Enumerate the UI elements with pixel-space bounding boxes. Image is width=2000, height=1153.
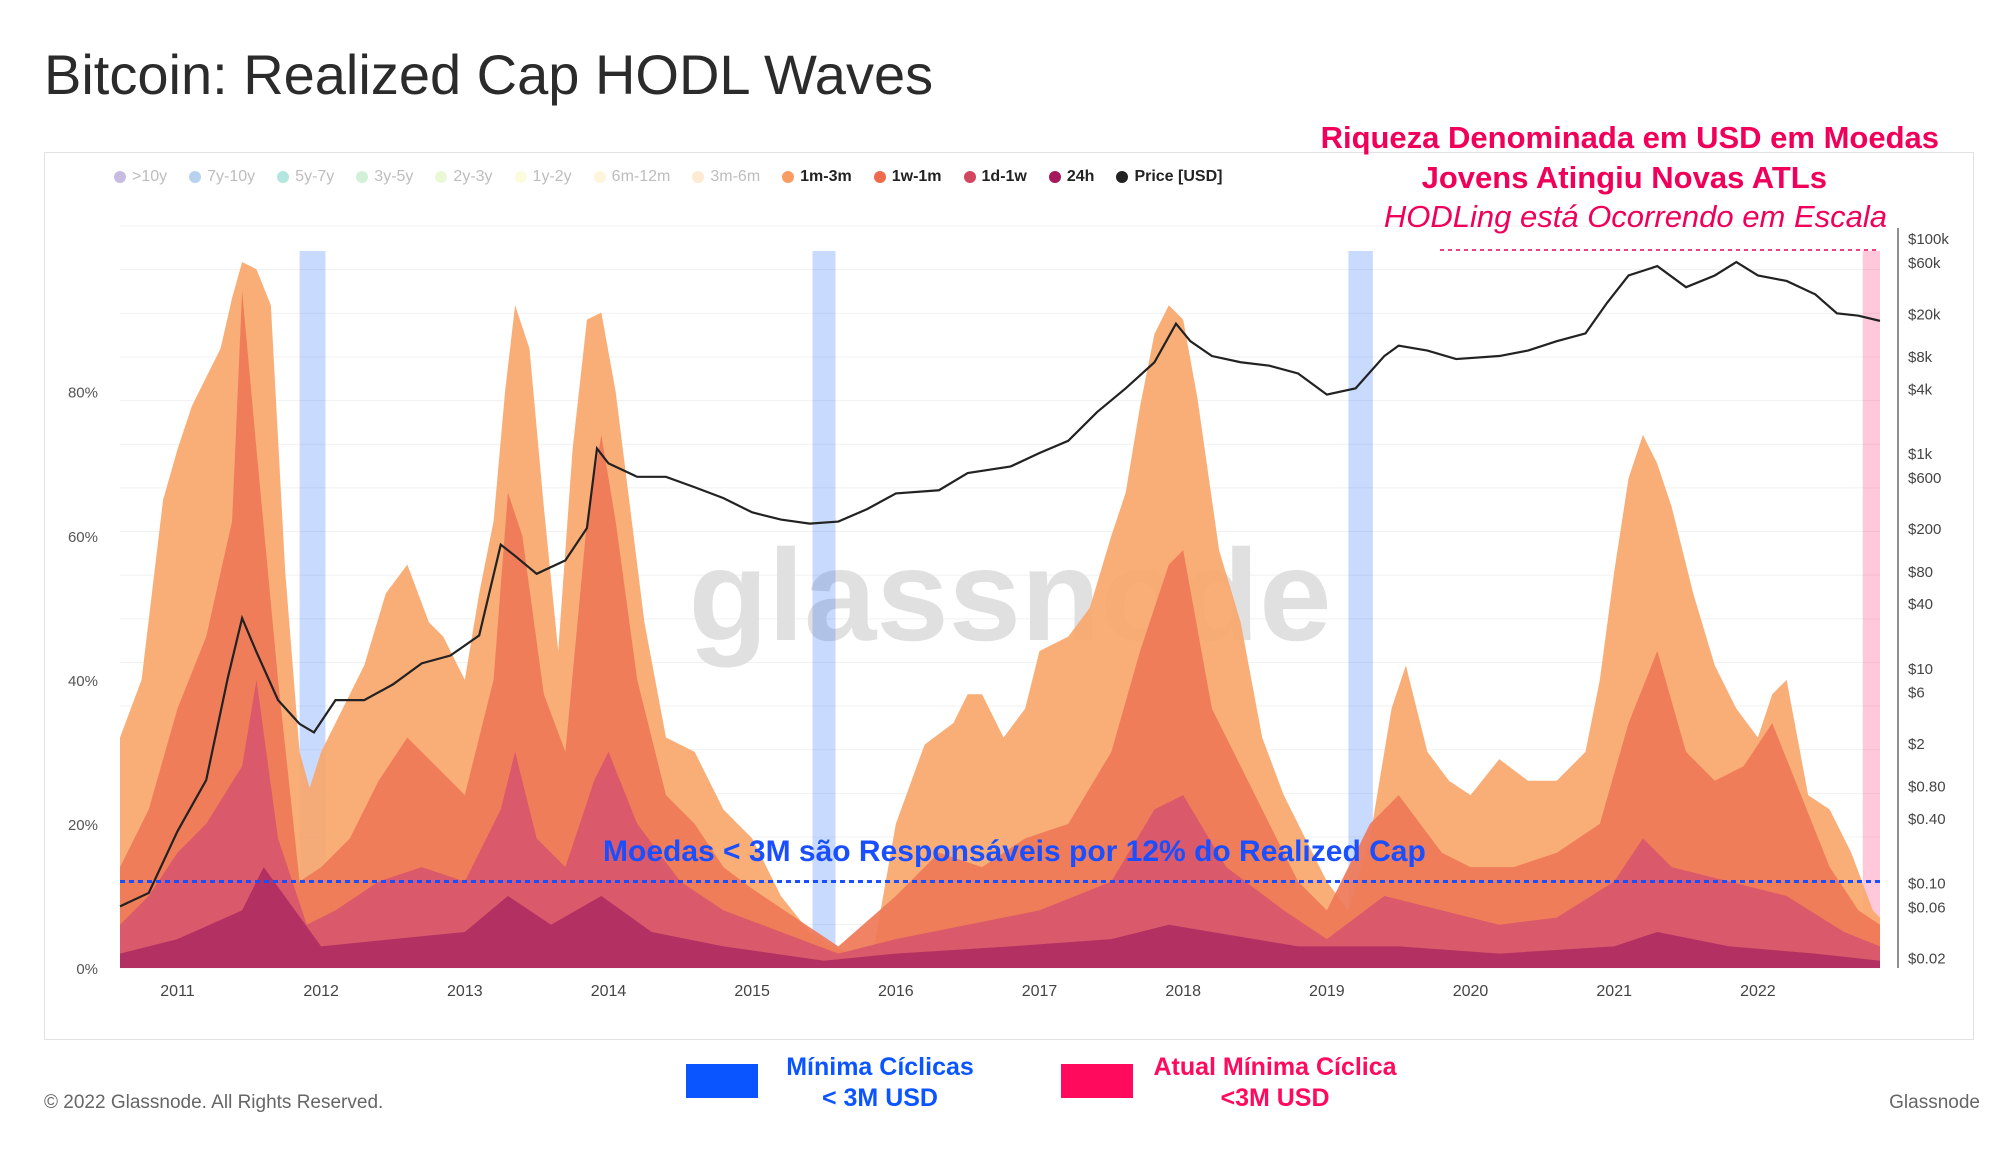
legend-label: 1d-1w <box>981 168 1027 185</box>
x-tick-label: 2013 <box>447 983 483 1000</box>
legend-dot-icon <box>782 171 795 183</box>
legend-item[interactable]: 7y-10y <box>189 168 255 186</box>
legend-item[interactable]: 3m-6m <box>692 168 760 186</box>
legend-dot-icon <box>963 171 976 183</box>
y-right-tick-label: $0.06 <box>1908 899 1946 916</box>
legend-item[interactable]: 2y-3y <box>435 168 493 186</box>
legend-label: Price [USD] <box>1134 168 1223 185</box>
current-minimum-label-line2: <3M USD <box>1220 1084 1330 1112</box>
legend-label: 5y-7y <box>295 168 335 185</box>
cyclic-minimum-swatch <box>686 1064 758 1098</box>
legend-dot-icon <box>277 171 290 183</box>
y-right-tick-label: $20k <box>1908 306 1941 323</box>
x-tick-label: 2014 <box>591 983 627 1000</box>
annotation-top-line3: HODLing está Ocorrendo em Escala <box>1383 199 1887 234</box>
cyclic-minimum-label-line2: < 3M USD <box>821 1084 938 1112</box>
area-24h <box>120 867 1880 968</box>
annotation-top-line1: Riqueza Denominada em USD em Moedas <box>1320 120 1939 155</box>
legend-dot-icon <box>356 171 369 183</box>
y-right-tick-label: $200 <box>1908 521 1941 538</box>
y-right-tick-label: $0.80 <box>1908 779 1946 796</box>
legend-label: 2y-3y <box>453 168 493 185</box>
y-right-tick-label: $1k <box>1908 446 1933 463</box>
legend-label: 1w-1m <box>891 168 942 185</box>
legend-label: 7y-10y <box>207 168 256 185</box>
price-line <box>119 260 1881 908</box>
y-right-tick-label: $4k <box>1908 381 1933 398</box>
x-tick-label: 2019 <box>1309 983 1345 1000</box>
legend-item[interactable]: 24h <box>1048 168 1095 186</box>
x-tick-label: 2012 <box>303 983 339 1000</box>
copyright-text: © 2022 Glassnode. All Rights Reserved. <box>44 1092 384 1113</box>
y-right-tick-label: $600 <box>1908 470 1941 487</box>
x-tick-label: 2022 <box>1740 983 1776 1000</box>
legend-item[interactable]: 1m-3m <box>782 168 852 186</box>
legend-dot-icon <box>1048 171 1061 183</box>
x-tick-label: 2016 <box>878 983 914 1000</box>
cyclic-minimum-label: Mínima Cíclicas < 3M USD <box>770 1052 990 1114</box>
legend-label: 24h <box>1066 168 1095 185</box>
y-right-tick-label: $0.02 <box>1908 951 1946 968</box>
x-tick-label: 2021 <box>1596 983 1632 1000</box>
x-tick-label: 2017 <box>1022 983 1058 1000</box>
legend-dot-icon <box>873 171 886 183</box>
current-minimum-label: Atual Mínima Cíclica <3M USD <box>1140 1052 1410 1114</box>
legend-item[interactable]: 5y-7y <box>277 168 334 186</box>
y-right-tick-label: $60k <box>1908 255 1941 272</box>
legend-label: >10y <box>132 168 168 185</box>
legend-dot-icon <box>114 171 126 183</box>
legend-dot-icon <box>1116 171 1129 183</box>
brand-text: Glassnode <box>1889 1092 1980 1113</box>
legend-item[interactable]: Price [USD] <box>1116 168 1222 186</box>
current-minimum-band <box>1862 251 1880 968</box>
legend-label: 3y-5y <box>374 168 414 185</box>
legend-item[interactable]: 1y-2y <box>514 168 572 186</box>
x-tick-label: 2018 <box>1165 983 1201 1000</box>
chart-panel <box>44 152 1974 1040</box>
chart-title: Bitcoin: Realized Cap HODL Waves <box>44 43 934 106</box>
annotation-realized-cap: Moedas < 3M são Responsáveis por 12% do … <box>603 835 1426 868</box>
legend-label: 3m-6m <box>710 168 761 185</box>
x-tick-label: 2015 <box>734 983 770 1000</box>
y-left-tick-label: 40% <box>68 673 98 690</box>
cyclic-minimum-band <box>812 251 836 968</box>
x-tick-label: 2011 <box>160 983 195 1000</box>
legend-item[interactable]: 1w-1m <box>873 168 942 186</box>
y-left-tick-label: 80% <box>68 385 98 402</box>
area-1d1w <box>120 679 1880 968</box>
cyclic-minimum-label-line1: Mínima Cíclicas <box>786 1053 974 1081</box>
y-left-tick-label: 20% <box>68 817 98 834</box>
legend-item[interactable]: 3y-5y <box>356 168 413 186</box>
annotation-top-line2: Jovens Atingiu Novas ATLs <box>1421 160 1827 195</box>
x-tick-label: 2020 <box>1453 983 1489 1000</box>
chart-legend[interactable]: >10y 7y-10y 5y-7y 3y-5y 2y-3y 1y-2y 6m-12m 3m-6… <box>114 168 1244 186</box>
legend-dot-icon <box>189 171 202 183</box>
y-right-tick-label: $10 <box>1908 661 1933 678</box>
y-right-tick-label: $2 <box>1908 736 1925 753</box>
y-right-tick-label: $6 <box>1908 685 1925 702</box>
current-minimum-swatch <box>1061 1064 1133 1098</box>
legend-label: 1m-3m <box>800 168 852 185</box>
y-right-tick-label: $80 <box>1908 564 1933 581</box>
y-left-tick-label: 0% <box>76 961 98 978</box>
legend-dot-icon <box>593 171 606 183</box>
area-1w1m <box>120 290 1880 968</box>
current-minimum-label-line1: Atual Mínima Cíclica <box>1153 1053 1397 1081</box>
y-right-tick-label: $8k <box>1908 349 1933 366</box>
y-right-tick-label: $100k <box>1908 231 1949 248</box>
legend-item[interactable]: 1d-1w <box>963 168 1027 186</box>
legend-item[interactable]: 6m-12m <box>593 168 671 186</box>
legend-item[interactable]: >10y <box>114 168 167 186</box>
legend-dot-icon <box>692 171 705 183</box>
legend-dot-icon <box>435 171 448 183</box>
y-right-tick-label: $0.10 <box>1908 876 1946 893</box>
legend-label: 6m-12m <box>611 168 671 185</box>
y-right-tick-label: $40 <box>1908 596 1933 613</box>
y-left-tick-label: 60% <box>68 529 98 546</box>
legend-label: 1y-2y <box>532 168 572 185</box>
legend-dot-icon <box>514 171 527 183</box>
y-right-tick-label: $0.40 <box>1908 811 1946 828</box>
